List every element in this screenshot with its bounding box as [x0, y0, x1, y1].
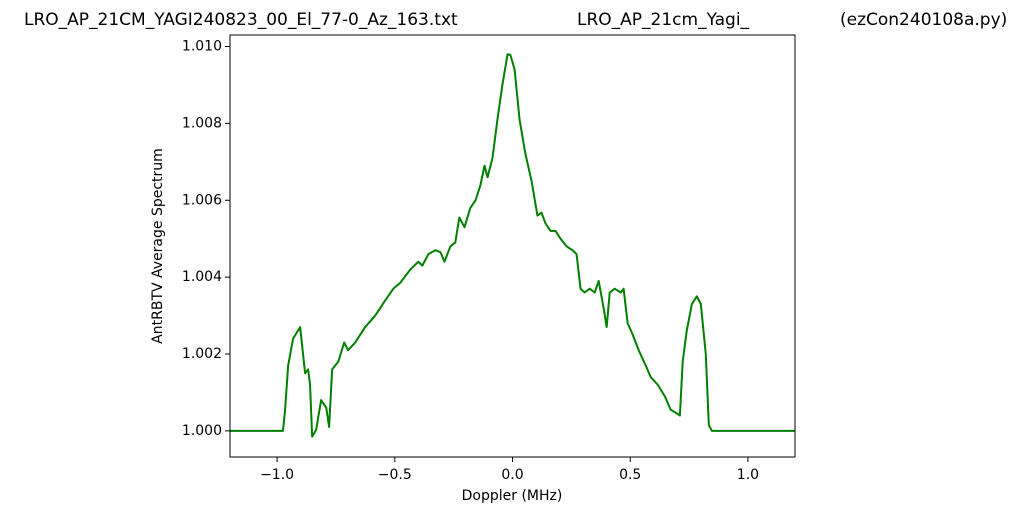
- chart-title: (ezCon240108a.py): [840, 10, 1007, 30]
- x-tick-label: 0.0: [501, 467, 523, 483]
- data-line: [230, 53, 795, 438]
- y-tick-label: 1.008: [182, 115, 222, 131]
- x-tick-label: −1.0: [260, 467, 294, 483]
- y-axis-label: AntRBTV Average Spectrum: [150, 148, 166, 344]
- y-tick-label: 1.002: [182, 346, 222, 362]
- x-axis-label: Doppler (MHz): [462, 488, 563, 504]
- chart-title: LRO_AP_21cm_Yagi_: [577, 10, 750, 30]
- y-tick-label: 1.000: [182, 423, 222, 439]
- y-tick-label: 1.010: [182, 39, 222, 55]
- y-tick-label: 1.006: [182, 192, 222, 208]
- x-tick-label: 1.0: [737, 467, 759, 483]
- y-tick-label: 1.004: [182, 269, 222, 285]
- plot-frame: [229, 34, 796, 458]
- chart-title: LRO_AP_21CM_YAGI240823_00_El_77-0_Az_163…: [24, 10, 458, 30]
- x-tick-label: −0.5: [378, 467, 412, 483]
- x-tick-label: 0.5: [619, 467, 641, 483]
